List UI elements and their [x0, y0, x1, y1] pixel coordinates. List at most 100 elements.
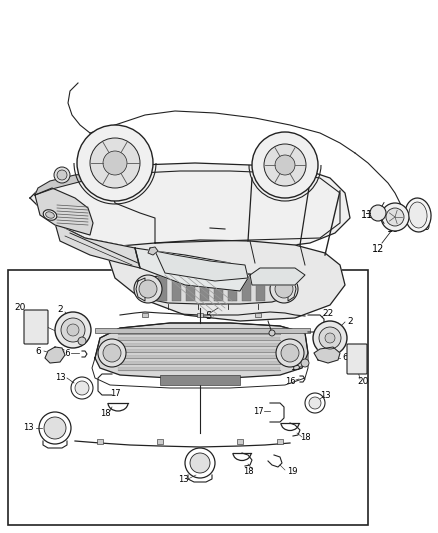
Text: 2: 2: [347, 317, 353, 326]
Circle shape: [98, 339, 126, 367]
Polygon shape: [55, 223, 140, 268]
Circle shape: [370, 205, 386, 221]
Bar: [186, 276, 195, 301]
Circle shape: [54, 167, 70, 183]
Polygon shape: [314, 347, 340, 363]
Text: 13: 13: [55, 374, 65, 383]
Bar: [118, 337, 280, 341]
Circle shape: [55, 312, 91, 348]
Circle shape: [275, 155, 295, 175]
Text: 18: 18: [100, 408, 110, 417]
Text: 6: 6: [342, 353, 348, 362]
Circle shape: [252, 132, 318, 198]
Text: 9: 9: [423, 222, 429, 232]
Bar: [97, 439, 103, 444]
Text: 15: 15: [290, 364, 300, 373]
Circle shape: [381, 203, 409, 231]
Text: 10: 10: [387, 224, 399, 234]
Text: 13: 13: [178, 474, 188, 483]
Circle shape: [61, 318, 85, 342]
Polygon shape: [35, 173, 95, 195]
Bar: [277, 439, 283, 444]
Bar: [255, 313, 261, 317]
Text: 16: 16: [285, 376, 295, 385]
Bar: [228, 276, 237, 301]
Text: 13: 13: [320, 391, 330, 400]
Polygon shape: [148, 247, 158, 255]
Circle shape: [90, 138, 140, 188]
Polygon shape: [95, 323, 308, 378]
Text: 1: 1: [282, 268, 288, 278]
Text: 22: 22: [322, 309, 334, 318]
Bar: [157, 439, 163, 444]
Circle shape: [276, 339, 304, 367]
Bar: [142, 313, 148, 317]
Circle shape: [275, 280, 293, 298]
Circle shape: [325, 333, 335, 343]
Circle shape: [44, 417, 66, 439]
Text: 2: 2: [57, 304, 63, 313]
Ellipse shape: [46, 212, 54, 218]
Circle shape: [103, 151, 127, 175]
Text: 13: 13: [23, 424, 33, 432]
Bar: [8, 270, 368, 525]
Text: 20: 20: [357, 376, 369, 385]
Bar: [237, 439, 243, 444]
Polygon shape: [136, 278, 145, 301]
Polygon shape: [250, 268, 305, 285]
Bar: [118, 361, 280, 365]
Text: 17: 17: [110, 389, 120, 398]
Text: 5: 5: [205, 311, 211, 321]
Text: 11: 11: [361, 210, 373, 220]
Bar: [256, 276, 265, 301]
Text: 17: 17: [253, 407, 263, 416]
Ellipse shape: [409, 202, 427, 228]
Circle shape: [270, 275, 298, 303]
Circle shape: [313, 321, 347, 355]
Bar: [158, 276, 167, 301]
Bar: [118, 349, 280, 353]
Circle shape: [139, 280, 157, 298]
Polygon shape: [140, 273, 292, 304]
Circle shape: [281, 344, 299, 362]
Polygon shape: [135, 248, 250, 291]
Ellipse shape: [43, 209, 57, 220]
Text: 6: 6: [35, 346, 41, 356]
Bar: [197, 313, 203, 317]
Bar: [160, 375, 240, 385]
Bar: [118, 355, 280, 359]
FancyBboxPatch shape: [347, 344, 367, 374]
Text: 18: 18: [243, 466, 253, 475]
Circle shape: [78, 337, 86, 345]
Text: 12: 12: [372, 244, 384, 254]
Text: 15: 15: [60, 336, 70, 345]
Circle shape: [319, 327, 341, 349]
Bar: [118, 331, 280, 335]
Polygon shape: [45, 347, 65, 363]
Polygon shape: [155, 251, 248, 281]
Bar: [118, 343, 280, 347]
Circle shape: [309, 397, 321, 409]
Bar: [214, 276, 223, 301]
Text: 20: 20: [14, 303, 26, 311]
Circle shape: [75, 381, 89, 395]
Polygon shape: [35, 188, 93, 235]
Circle shape: [134, 275, 162, 303]
Bar: [118, 367, 280, 371]
Circle shape: [301, 359, 309, 367]
Circle shape: [57, 170, 67, 180]
Circle shape: [264, 144, 306, 186]
Circle shape: [269, 330, 275, 336]
Bar: [242, 276, 251, 301]
Polygon shape: [105, 240, 345, 321]
Text: 18: 18: [300, 433, 310, 442]
Text: 19: 19: [287, 466, 297, 475]
Circle shape: [77, 125, 153, 201]
Text: 16: 16: [60, 349, 71, 358]
FancyBboxPatch shape: [24, 310, 48, 344]
Bar: [200, 276, 209, 301]
Circle shape: [190, 453, 210, 473]
Polygon shape: [30, 163, 350, 251]
Circle shape: [103, 344, 121, 362]
Bar: [172, 276, 181, 301]
